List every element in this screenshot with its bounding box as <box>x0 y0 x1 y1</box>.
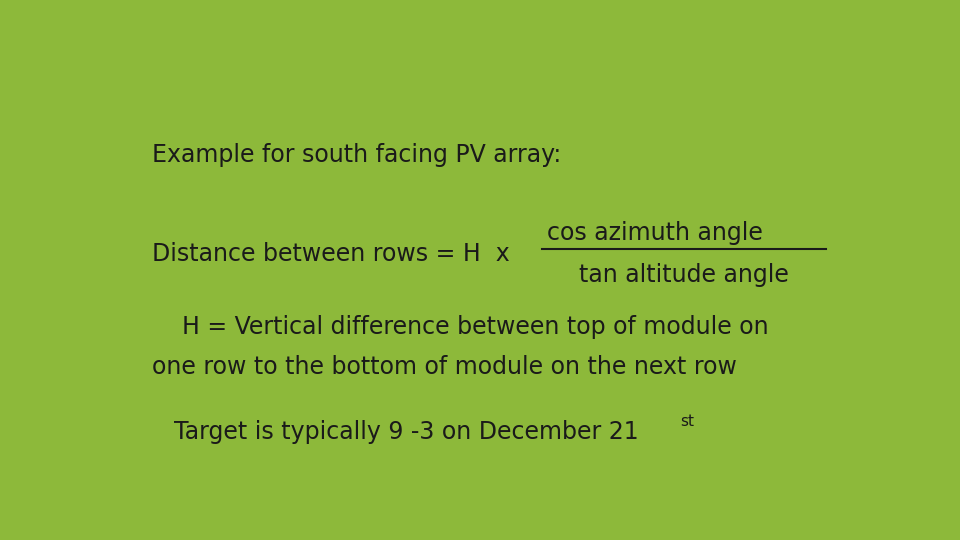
Text: H = Vertical difference between top of module on: H = Vertical difference between top of m… <box>152 315 768 339</box>
Text: Distance between rows = H  x: Distance between rows = H x <box>152 242 524 266</box>
Text: one row to the bottom of module on the next row: one row to the bottom of module on the n… <box>152 355 736 379</box>
Text: st: st <box>681 414 694 429</box>
Text: tan altitude angle: tan altitude angle <box>579 263 789 287</box>
Text: cos azimuth angle: cos azimuth angle <box>546 220 762 245</box>
Text: TRIG Method: TRIG Method <box>152 66 330 94</box>
Text: Example for south facing PV array:: Example for south facing PV array: <box>152 143 561 167</box>
Text: Target is typically 9 -3 on December 21: Target is typically 9 -3 on December 21 <box>174 420 638 444</box>
